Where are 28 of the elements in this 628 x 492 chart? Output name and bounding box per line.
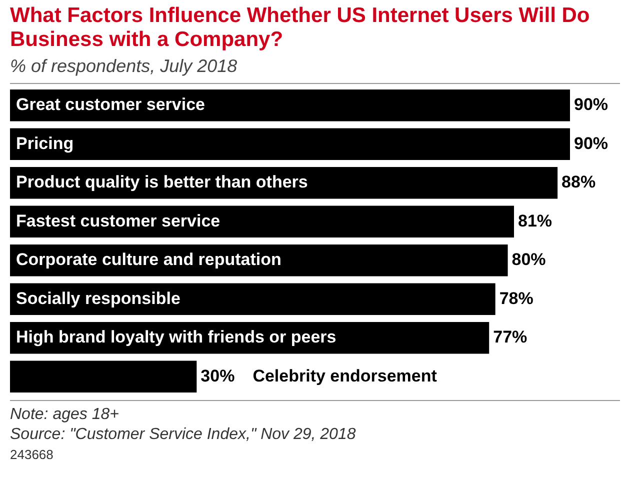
data-label: 90% [574,95,608,114]
bar [10,206,514,238]
y-tick-label: Product quality is better than others [16,172,308,192]
bar [10,128,570,160]
data-label: 77% [493,328,528,347]
text: Note: ages 18+ [10,405,120,425]
y-tick-label: Corporate culture and reputation [16,250,282,270]
y-tick-label: Fastest customer service [16,211,220,230]
bar [10,360,197,393]
data-label: 30% [200,366,235,386]
chart-title: What Factors Influence Whether US Internet Users Will Do Business with a Company? [10,4,591,52]
bar [10,89,570,122]
y-tick-label: Great customer service [16,95,205,114]
data-label: 80% [512,250,546,270]
y-tick-label: Socially responsible [16,288,180,308]
data-label: 81% [518,211,552,230]
y-tick-label: High brand loyalty with friends or peers [16,328,336,347]
y-tick-label: Celebrity endorsement [252,366,438,386]
text: 243668 [10,447,54,462]
bar [10,283,496,316]
source-note: Source: "Customer Service Index," Nov 29, 2018 [10,425,357,445]
data-label: 90% [574,134,608,153]
bar [10,166,558,199]
chart-subtitle: % of respondents, July 2018 [10,56,620,84]
data-label: 78% [499,288,534,308]
y-tick-label: Pricing [16,134,74,153]
bar [10,244,508,276]
data-label: 88% [562,172,596,192]
